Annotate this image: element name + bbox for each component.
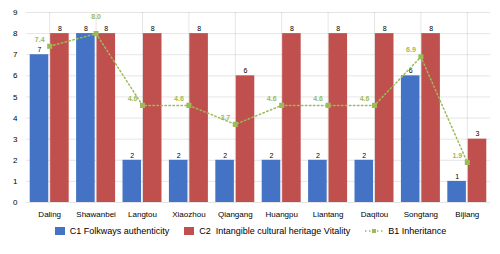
svg-text:2: 2 [130,152,134,159]
html-text:B1 Inheritance: B1 Inheritance [388,226,447,236]
svg-text:6: 6 [13,71,18,80]
svg-text:8: 8 [84,25,88,32]
svg-text:8: 8 [336,25,340,32]
svg-text:2: 2 [270,152,274,159]
svg-text:1: 1 [455,173,459,180]
svg-text:8: 8 [197,25,201,32]
svg-text:3: 3 [13,135,18,144]
svg-text:Liantang: Liantang [313,210,344,219]
svg-text:1.9: 1.9 [452,152,462,159]
svg-text:8: 8 [13,29,18,38]
svg-text:3.7: 3.7 [220,114,230,121]
svg-text:7.4: 7.4 [35,36,45,43]
svg-text:Qiangang: Qiangang [218,210,253,219]
svg-text:8.0: 8.0 [91,13,101,20]
svg-text:4.6: 4.6 [174,95,184,102]
svg-text:Daling: Daling [38,210,61,219]
svg-text:Huangpu: Huangpu [265,210,297,219]
svg-text:8: 8 [290,25,294,32]
svg-text:8: 8 [429,25,433,32]
svg-text:2: 2 [223,152,227,159]
svg-text:6: 6 [244,67,248,74]
svg-text:4.6: 4.6 [128,95,138,102]
svg-text:Bijiang: Bijiang [455,210,479,219]
svg-text:Langtou: Langtou [128,210,157,219]
svg-text:4.6: 4.6 [267,95,277,102]
svg-text:8: 8 [383,25,387,32]
svg-text:6: 6 [408,67,413,75]
svg-text:4.6: 4.6 [313,95,323,102]
html-text:C1 Folkways authenticity: C1 Folkways authenticity [69,226,170,236]
svg-text:2: 2 [362,152,366,159]
svg-text:8: 8 [58,25,62,32]
svg-text:4: 4 [13,114,18,123]
svg-text:9: 9 [13,8,18,17]
svg-text:1: 1 [13,177,18,186]
svg-text:Shawanbei: Shawanbei [76,210,116,219]
svg-text:Xiaozhou: Xiaozhou [172,210,205,219]
svg-text:7: 7 [13,50,18,59]
svg-text:2: 2 [177,152,181,159]
svg-text:5: 5 [13,93,18,102]
svg-text:4.6: 4.6 [360,95,370,102]
svg-text:3: 3 [476,130,480,137]
svg-text:2: 2 [316,152,320,159]
svg-text:0: 0 [13,198,18,207]
svg-text:6.9: 6.9 [406,46,416,53]
svg-text:7: 7 [38,46,42,53]
svg-text:Daqitou: Daqitou [361,210,389,219]
svg-text:8: 8 [104,25,108,32]
svg-text:8: 8 [151,25,155,32]
html-text:C2 Intangible cultural heritag: C2 Intangible cultural heritage Vitality [199,226,351,236]
svg-text:Songtang: Songtang [404,210,438,219]
svg-text:2: 2 [13,156,18,165]
